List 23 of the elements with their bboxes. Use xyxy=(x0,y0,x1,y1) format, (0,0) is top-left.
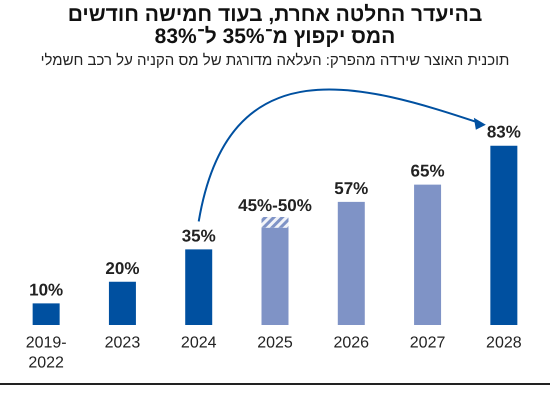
x-tick-label: 2024 xyxy=(180,334,217,352)
bar xyxy=(185,249,212,325)
data-label: 10% xyxy=(29,280,64,300)
x-tick-label: 2025 xyxy=(257,334,293,352)
x-tick-label: 2028 xyxy=(486,334,522,352)
data-label: 83% xyxy=(486,122,521,142)
bar xyxy=(490,146,518,325)
data-label: 35% xyxy=(182,226,216,246)
bar xyxy=(32,303,60,325)
x-tick-label: 2023 xyxy=(104,334,140,352)
x-tick-label: 2019-2022 xyxy=(26,334,67,372)
bar xyxy=(262,228,288,325)
data-label: 20% xyxy=(105,258,140,278)
bar xyxy=(108,282,136,325)
annotation: 45%-50% xyxy=(238,196,312,215)
bar xyxy=(338,202,365,325)
x-tick-label: 2026 xyxy=(333,334,370,352)
chart-title: בהיעדר החלטה אחרת, בעוד חמישה חודשים המס יקפוץ מ־35% ל־83% xyxy=(66,3,484,48)
x-tick-label: 2027 xyxy=(410,334,446,352)
chart-subtitle: תוכנית האוצר שירדה מהפרק: העלאה מדורגת של מס הקניה על רכב חשמלי xyxy=(40,52,510,69)
data-label: 57% xyxy=(334,178,368,198)
bar xyxy=(414,184,442,325)
data-label: 65% xyxy=(410,162,445,181)
